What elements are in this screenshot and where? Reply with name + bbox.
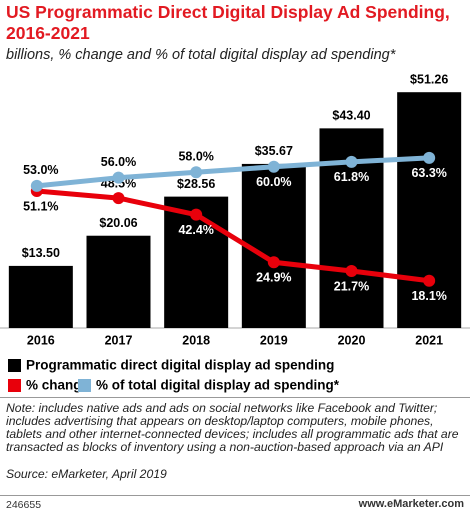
bar-value-label: $20.06: [99, 216, 137, 230]
bar: [397, 92, 462, 328]
point-value-label: 60.0%: [256, 175, 291, 189]
point-value-label: 61.8%: [334, 170, 369, 184]
bar-value-label: $43.40: [332, 109, 370, 123]
separator: [0, 397, 470, 398]
x-tick-label: 2018: [182, 333, 210, 347]
point-value-label: 56.0%: [101, 155, 136, 169]
point-value-label: 42.4%: [178, 223, 213, 237]
point: [345, 155, 358, 168]
point-value-label: 21.7%: [334, 279, 369, 293]
point: [112, 171, 125, 184]
line: [36, 188, 430, 284]
point: [112, 192, 125, 205]
point: [267, 160, 280, 173]
point-value-label: 63.3%: [411, 166, 446, 180]
source: Source: eMarketer, April 2019: [6, 467, 167, 481]
line: [36, 155, 430, 189]
legend-swatch: [8, 359, 21, 372]
point: [423, 151, 436, 164]
legend-label: % of total digital display ad spending*: [96, 378, 340, 393]
chart-title: US Programmatic Direct Digital Display A…: [6, 2, 450, 43]
legend-swatch: [78, 379, 91, 392]
point: [190, 208, 203, 221]
legend-label: % change: [26, 378, 90, 393]
separator: [0, 495, 470, 496]
point-value-label: 24.9%: [256, 271, 291, 285]
point: [30, 179, 43, 192]
bar-value-label: $13.50: [22, 246, 60, 260]
legend-label: Programmatic direct digital display ad s…: [26, 358, 334, 373]
point: [267, 256, 280, 269]
x-tick-label: 2017: [105, 333, 133, 347]
x-tick-label: 2019: [260, 333, 288, 347]
bar: [8, 265, 73, 328]
bar-value-label: $35.67: [255, 144, 293, 158]
bar-value-label: $28.56: [177, 177, 215, 191]
x-tick-label: 2016: [27, 333, 55, 347]
bar: [86, 235, 151, 328]
footer-id: 246655: [6, 499, 42, 511]
point-value-label: 51.1%: [23, 199, 58, 213]
note: Note: includes native ads and ads on soc…: [6, 401, 459, 454]
footer-site: www.eMarketer.com: [358, 498, 464, 510]
chart-subtitle: billions, % change and % of total digita…: [6, 47, 396, 63]
x-tick-label: 2021: [415, 333, 443, 347]
legend-swatch: [8, 379, 21, 392]
point: [190, 166, 203, 179]
point-value-label: 53.0%: [23, 163, 58, 177]
point-value-label: 18.1%: [411, 289, 446, 303]
bar: [241, 163, 306, 328]
point-value-label: 58.0%: [178, 150, 213, 164]
point: [345, 264, 358, 277]
bar-value-label: $51.26: [410, 73, 448, 87]
x-tick-label: 2020: [338, 333, 366, 347]
point: [423, 274, 436, 287]
